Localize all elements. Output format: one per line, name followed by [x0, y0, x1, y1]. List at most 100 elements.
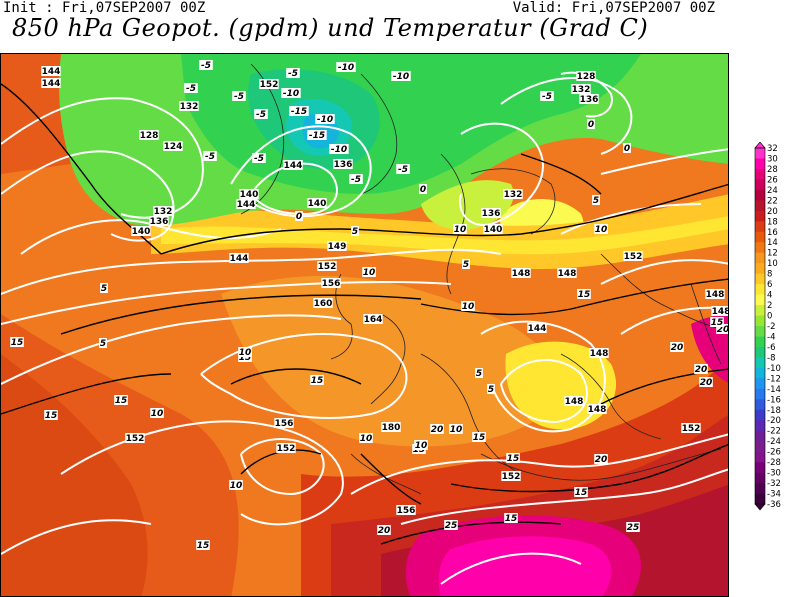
- temperature-label-text: 15: [473, 433, 486, 443]
- geopotential-label-text: 152: [682, 424, 701, 434]
- temperature-label-box: [362, 267, 376, 277]
- geopotential-label-box: [511, 268, 531, 278]
- temperature-label-text: 20: [378, 526, 391, 536]
- geopotential-label: 140: [307, 198, 327, 209]
- temperature-label: 15: [506, 453, 520, 464]
- geopotential-label-box: [527, 323, 547, 333]
- temperature-label-box: [577, 289, 591, 299]
- temperature-label: 0: [419, 184, 427, 195]
- temperature-label-text: 5: [593, 196, 599, 206]
- temperature-label: 5: [592, 195, 600, 206]
- legend-level-label: 30: [767, 154, 778, 164]
- temperature-label-text: 15: [311, 376, 324, 386]
- geopotential-label: 144: [236, 199, 256, 210]
- legend-level-label: -32: [767, 479, 781, 489]
- legend-level-label: -36: [767, 500, 781, 510]
- legend-level-label: 4: [767, 291, 772, 301]
- geopotential-label: 144: [41, 78, 61, 89]
- temperature-label: 15: [44, 410, 58, 421]
- geopotential-label-box: [587, 404, 607, 414]
- geopotential-label-text: 180: [382, 423, 401, 433]
- legend-swatch: [755, 305, 765, 316]
- geopotential-label-box: [557, 268, 577, 278]
- legend-level-label: 24: [767, 186, 778, 196]
- legend-level-label: 10: [767, 259, 778, 269]
- geopotential-label-text: 136: [334, 160, 353, 170]
- geopotential-label-box: [239, 189, 259, 199]
- temperature-label-text: -15: [309, 131, 325, 141]
- temperature-label: -5: [396, 164, 410, 175]
- temperature-label: 10: [362, 267, 376, 278]
- geopotential-label-box: [327, 241, 347, 251]
- temperature-label-box: [487, 384, 495, 394]
- temperature-label-box: [351, 226, 359, 236]
- geopotential-label: 148: [589, 348, 609, 359]
- geopotential-label-text: 152: [624, 252, 643, 262]
- temperature-label-text: -10: [393, 72, 409, 82]
- geopotential-label-text: 148: [706, 290, 725, 300]
- temperature-label: 10: [359, 433, 373, 444]
- geopotential-label: 149: [327, 241, 347, 252]
- geopotential-label-text: 148: [712, 307, 729, 317]
- geopotential-label-text: 140: [484, 225, 503, 235]
- coastlines: [240, 63, 722, 495]
- legend-swatch: [755, 430, 765, 442]
- temperature-label-box: [114, 395, 128, 405]
- temperature-label: 15: [577, 289, 591, 300]
- temperature-label-text: 20: [671, 343, 684, 353]
- geopotential-label-box: [149, 216, 169, 226]
- temperature-label-text: 25: [445, 521, 458, 531]
- geopotential-label-text: 144: [42, 79, 61, 89]
- temperature-label-box: [359, 433, 373, 443]
- legend-swatch: [755, 493, 765, 505]
- geopotential-isolines: [1, 71, 728, 585]
- legend-level-label: 6: [767, 280, 772, 290]
- temperature-label-text: 15: [115, 396, 128, 406]
- temperature-label-text: 0: [624, 144, 630, 154]
- geopotential-label-text: 136: [580, 95, 599, 105]
- geopotential-label-text: 136: [482, 209, 501, 219]
- temperature-label: 10: [594, 224, 608, 235]
- geopotential-label-text: 128: [577, 72, 596, 82]
- geopotential-label: 136: [579, 94, 599, 105]
- geopotential-label-box: [229, 253, 249, 263]
- temperature-label-box: [310, 375, 324, 385]
- temperature-label: -10: [336, 62, 356, 73]
- geopotential-label-box: [711, 306, 728, 316]
- temperature-label-box: [475, 368, 483, 378]
- geopotential-label: 136: [481, 208, 501, 219]
- weather-map: 144 144 132 128 124 132 136 140 144 152 140 144 140 1…: [0, 53, 729, 597]
- geopotential-label-text: 156: [397, 506, 416, 516]
- geopotential-label: 144: [283, 160, 303, 171]
- temperature-isolines: [1, 83, 728, 545]
- legend-swatch: [755, 168, 765, 180]
- legend-swatch: [755, 179, 765, 191]
- geopotential-label-text: 164: [364, 315, 383, 325]
- temperature-label-box: [150, 408, 164, 418]
- temperature-label-text: 0: [296, 212, 302, 222]
- temperature-label-text: 10: [450, 425, 463, 435]
- legend-level-label: 26: [767, 175, 778, 185]
- geopotential-label-box: [381, 422, 401, 432]
- geopotential-label-text: 144: [42, 67, 61, 77]
- geopotential-label-text: 132: [504, 190, 523, 200]
- temperature-label-text: -5: [542, 92, 552, 102]
- temperature-label-text: -10: [331, 145, 347, 155]
- legend-swatch: [755, 284, 765, 295]
- temperature-label-text: 15: [11, 338, 24, 348]
- geopotential-label-box: [274, 418, 294, 428]
- legend-swatch: [755, 409, 765, 421]
- legend-swatch: [755, 263, 765, 274]
- legend-level-label: -8: [767, 353, 775, 363]
- temperature-label-text: 5: [476, 369, 482, 379]
- geopotential-label-box: [283, 160, 303, 170]
- geopotential-label-text: 152: [126, 434, 145, 444]
- temperature-label-box: [10, 337, 24, 347]
- temperature-label: -5: [232, 91, 246, 102]
- temperature-label: 10: [461, 301, 475, 312]
- geopotential-label: 140: [239, 189, 259, 200]
- temperature-label-box: [391, 71, 411, 81]
- temperature-label: -10: [329, 144, 349, 155]
- temperature-label-text: -5: [254, 154, 264, 164]
- temperature-label-text: 20: [431, 425, 444, 435]
